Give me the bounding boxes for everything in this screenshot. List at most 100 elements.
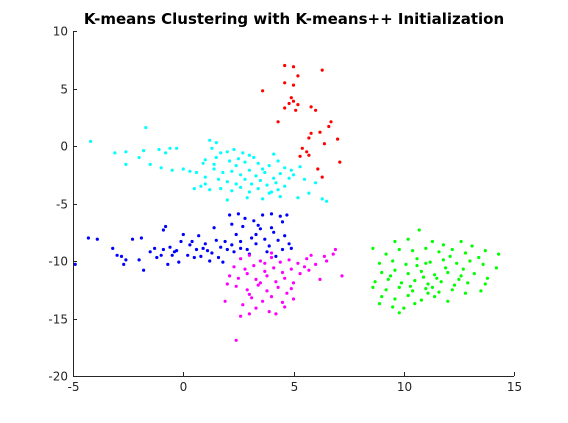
- data-point: [283, 63, 287, 68]
- data-point: [168, 146, 172, 150]
- data-point: [296, 261, 300, 265]
- data-point: [236, 157, 240, 161]
- y-tick-label: 0: [60, 140, 68, 154]
- data-point: [214, 141, 218, 145]
- data-point: [194, 247, 199, 252]
- data-point: [247, 168, 251, 172]
- data-point: [232, 250, 236, 254]
- data-point: [172, 250, 176, 254]
- data-point: [336, 137, 340, 141]
- data-point: [148, 250, 152, 254]
- data-point: [254, 277, 258, 281]
- data-point: [309, 131, 313, 135]
- cluster-1-points: [261, 63, 342, 179]
- cluster-5-points: [371, 228, 501, 315]
- data-point: [331, 252, 335, 256]
- data-point: [252, 219, 256, 223]
- data-point: [115, 253, 119, 257]
- data-point: [309, 105, 313, 109]
- data-point: [455, 261, 459, 265]
- data-point: [322, 254, 326, 258]
- data-point: [457, 277, 461, 281]
- data-point: [181, 232, 185, 237]
- data-point: [245, 272, 249, 276]
- data-point: [287, 258, 291, 262]
- data-point: [433, 273, 437, 277]
- cluster-4-points: [223, 247, 344, 342]
- data-point: [258, 178, 262, 183]
- data-point: [124, 258, 128, 262]
- data-point: [402, 306, 406, 310]
- data-point: [254, 306, 258, 310]
- data-point: [316, 167, 320, 171]
- data-point: [164, 224, 168, 229]
- data-point: [243, 216, 247, 220]
- data-point: [228, 213, 232, 217]
- data-points: [73, 63, 501, 342]
- data-point: [256, 223, 260, 227]
- y-tick-label: 10: [53, 25, 68, 39]
- data-point: [278, 214, 282, 218]
- data-point: [142, 268, 146, 272]
- data-point: [254, 242, 258, 246]
- data-point: [280, 247, 285, 252]
- data-point: [223, 299, 227, 303]
- data-point: [391, 305, 395, 309]
- data-point: [276, 285, 280, 289]
- data-point: [269, 255, 274, 260]
- data-point: [214, 238, 218, 242]
- data-point: [278, 195, 282, 199]
- data-point: [289, 267, 293, 271]
- data-point: [272, 152, 276, 156]
- data-point: [289, 246, 293, 250]
- data-point: [124, 150, 128, 154]
- data-point: [417, 228, 421, 232]
- data-point: [179, 239, 183, 244]
- data-point: [197, 234, 201, 238]
- data-point: [216, 255, 221, 260]
- data-point: [247, 190, 251, 194]
- data-point: [280, 270, 285, 275]
- data-point: [289, 168, 293, 172]
- data-point: [247, 253, 251, 257]
- data-point: [415, 257, 419, 261]
- data-point: [250, 182, 254, 186]
- data-point: [291, 281, 296, 285]
- y-tick-label: -15: [48, 313, 68, 327]
- data-point: [283, 276, 287, 280]
- data-point: [208, 259, 212, 263]
- data-point: [283, 305, 287, 309]
- data-point: [236, 276, 240, 280]
- data-point: [144, 126, 148, 130]
- data-point: [307, 153, 311, 157]
- data-point: [340, 274, 344, 278]
- data-point: [413, 279, 417, 283]
- data-point: [89, 139, 93, 143]
- data-point: [466, 281, 470, 285]
- data-point: [157, 147, 161, 152]
- data-point: [287, 176, 291, 180]
- data-point: [221, 170, 225, 175]
- data-point: [483, 282, 487, 286]
- data-point: [285, 213, 289, 217]
- data-point: [250, 236, 254, 240]
- data-point: [441, 258, 445, 262]
- data-point: [404, 262, 408, 266]
- data-point: [221, 260, 225, 264]
- data-point: [225, 198, 229, 202]
- data-point: [373, 280, 377, 284]
- data-point: [377, 261, 382, 265]
- data-point: [234, 232, 238, 237]
- data-point: [256, 161, 260, 165]
- data-point: [241, 151, 245, 155]
- data-point: [263, 261, 267, 265]
- data-point: [446, 270, 450, 275]
- data-point: [212, 162, 216, 166]
- data-point: [419, 298, 423, 302]
- data-point: [289, 287, 293, 291]
- data-point: [254, 232, 258, 237]
- data-point: [450, 288, 454, 292]
- data-point: [225, 150, 229, 154]
- data-point: [228, 274, 232, 278]
